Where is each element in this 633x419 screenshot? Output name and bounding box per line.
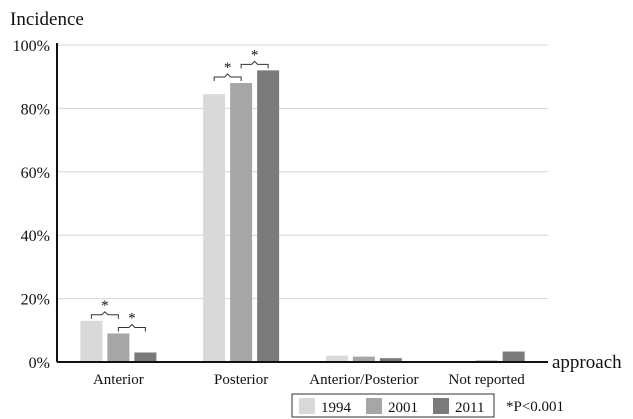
legend-swatch [366, 398, 382, 414]
axis-layer [56, 43, 548, 363]
legend-label: 2011 [455, 400, 484, 416]
significance-star: * [224, 60, 232, 76]
y-tick-label: 80% [21, 101, 50, 118]
significance-star: * [251, 47, 259, 63]
bar-1994 [325, 355, 348, 362]
x-category-label: Anterior [93, 372, 144, 388]
y-tick-labels: 0% 20% 40% 60% 80% 100% [13, 38, 50, 372]
x-category-label: Anterior/Posterior [309, 372, 418, 388]
legend-label: 1994 [321, 400, 352, 416]
y-tick-label: 100% [13, 38, 50, 55]
legend-label: 2001 [388, 400, 418, 416]
significance-annotations: * * * * [90, 47, 269, 332]
footnote-pvalue: *P<0.001 [506, 399, 564, 415]
y-tick-label: 0% [29, 355, 50, 372]
x-category-labels: Anterior Posterior Anterior/Posterior Not r… [93, 372, 525, 388]
x-category-label: Not reported [449, 372, 526, 388]
bar-2001 [107, 333, 130, 362]
bar-2001 [352, 356, 375, 362]
significance-star: * [128, 310, 136, 326]
significance-brace [213, 73, 242, 82]
significance-brace [117, 323, 146, 332]
x-axis-title: approach [552, 352, 622, 373]
legend-swatch [433, 398, 449, 414]
bar-2011 [257, 70, 280, 363]
bar-layer [80, 70, 525, 363]
legend-swatch [299, 398, 315, 414]
y-tick-label: 20% [21, 292, 50, 309]
bar-1994 [203, 94, 226, 362]
y-axis-title: Incidence [10, 9, 84, 30]
x-category-label: Posterior [214, 372, 268, 388]
y-tick-label: 40% [21, 228, 50, 245]
bar-1994 [80, 320, 103, 362]
significance-star: * [101, 298, 109, 314]
bar-2011 [502, 351, 525, 362]
legend: 1994 2001 2011 [291, 393, 495, 418]
significance-brace [240, 60, 269, 69]
bar-2011 [379, 358, 402, 362]
y-tick-label: 60% [21, 165, 50, 182]
grid-layer [57, 44, 548, 300]
significance-brace [90, 311, 119, 319]
bar-2001 [230, 83, 253, 362]
bar-2011 [134, 352, 157, 362]
